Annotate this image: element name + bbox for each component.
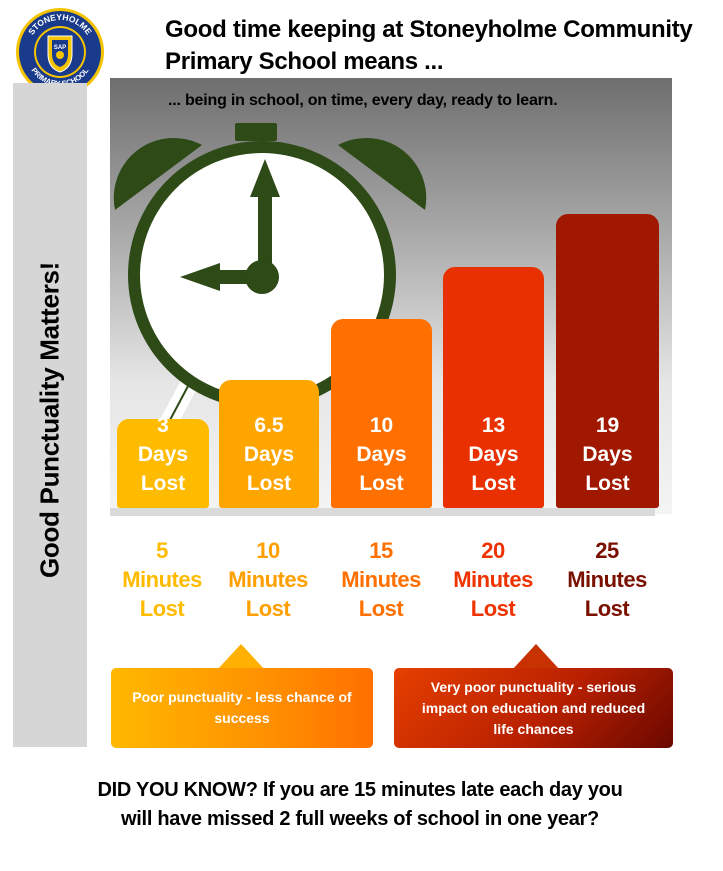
minutes-value: 10 [256,538,280,563]
bar-suffix: Lost [140,472,186,495]
callout-poor-punctuality: Poor punctuality - less chance of succes… [111,668,373,748]
minutes-lost-25: 25 Minutes Lost [552,536,662,623]
minutes-unit: Minutes [453,567,533,592]
minutes-value: 5 [156,538,168,563]
bar-3-days: 3 Days Lost [117,414,209,508]
bar-value: 19 [595,414,620,437]
bar-unit: Days [356,443,407,466]
chart-baseline [110,508,655,516]
page-title: Good time keeping at Stoneyholme Communi… [165,14,715,78]
minutes-value: 15 [369,538,393,563]
bar-value: 3 [157,414,169,437]
bar-suffix: Lost [246,472,292,495]
minutes-suffix: Lost [139,596,185,621]
bar-value: 10 [369,414,394,437]
minutes-lost-10: 10 Minutes Lost [213,536,323,623]
minutes-suffix: Lost [245,596,291,621]
bar-unit: Days [582,443,633,466]
bar-13-days: 13 Days Lost [443,267,544,508]
minutes-lost-5: 5 Minutes Lost [107,536,217,623]
bar-value: 13 [481,414,506,437]
minutes-lost-15: 15 Minutes Lost [326,536,436,623]
bar-unit: Days [243,443,295,466]
bar-10-days: 10 Days Lost [331,319,432,508]
callout-very-poor-punctuality: Very poor punctuality - serious impact o… [394,668,673,748]
bar-suffix: Lost [585,472,630,495]
logo-crest-letters: SAP [54,45,66,51]
minutes-suffix: Lost [470,596,516,621]
title-line-1: Good time keeping at Stoneyholme Communi… [165,16,693,43]
school-logo: STONEYHOLME PRIMARY SCHOOL SAP [16,8,104,96]
side-panel [13,83,87,747]
minutes-unit: Minutes [567,567,647,592]
minutes-suffix: Lost [584,596,630,621]
did-you-know-footer: DID YOU KNOW? If you are 15 minutes late… [40,776,680,834]
chart-subtitle: ... being in school, on time, every day,… [168,92,558,109]
callout-arrow-very-poor [512,644,560,670]
callout-very-poor-text: Very poor punctuality - serious impact o… [421,678,646,737]
footer-line-2: will have missed 2 full weeks of school … [121,808,599,830]
callout-arrow-poor [217,644,265,670]
bar-6-5-days: 6.5 Days Lost [219,380,319,508]
bar-19-days: 19 Days Lost [556,214,659,508]
bar-value: 6.5 [254,414,284,437]
minutes-unit: Minutes [228,567,308,592]
bar-suffix: Lost [471,472,516,495]
bar-unit: Days [468,443,519,466]
callout-poor-text: Poor punctuality - less chance of succes… [132,689,352,726]
side-heading: Good Punctuality Matters! [34,261,65,579]
minutes-unit: Minutes [122,567,202,592]
alarm-clock-icon [113,123,427,429]
minutes-value: 25 [595,538,619,563]
footer-line-1: DID YOU KNOW? If you are 15 minutes late… [97,779,623,801]
minutes-lost-20: 20 Minutes Lost [438,536,548,623]
title-line-2: Primary School means ... [165,48,444,75]
bar-unit: Days [137,443,189,466]
bar-suffix: Lost [359,472,404,495]
minutes-value: 20 [481,538,505,563]
minutes-suffix: Lost [358,596,404,621]
minutes-unit: Minutes [341,567,421,592]
